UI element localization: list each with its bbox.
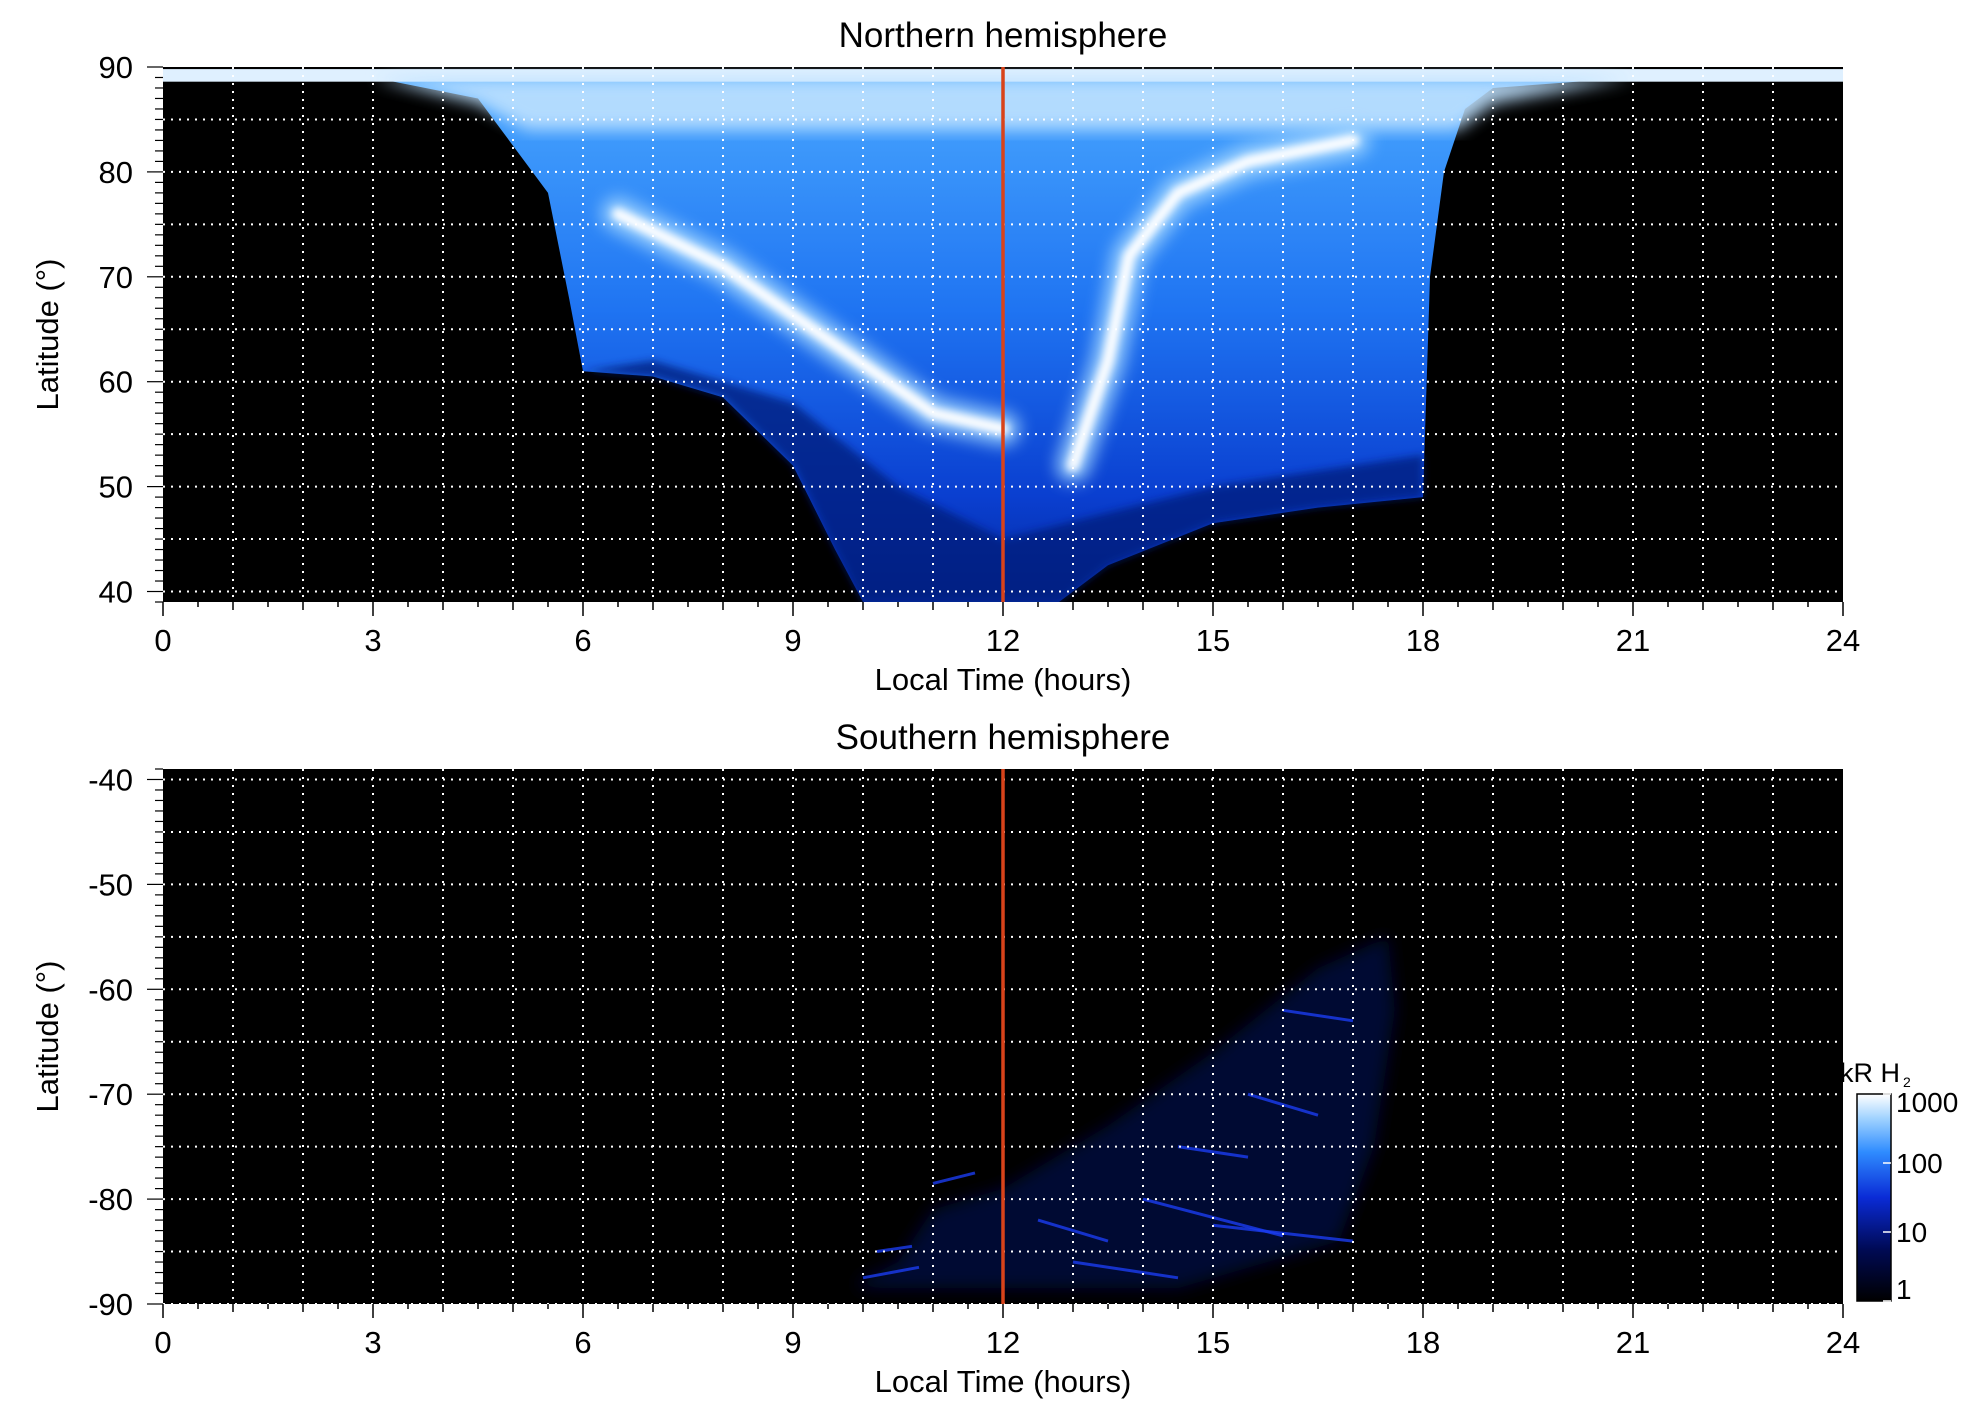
x-axis-label: Local Time (hours) [875,1364,1132,1399]
y-tick-label: -70 [88,1077,133,1112]
emission-streak [932,1171,976,1185]
y-tick-label: -60 [88,972,133,1007]
x-tick-label: 15 [1196,1325,1230,1360]
x-tick-label: 15 [1196,623,1230,658]
bright-feature-core [1067,134,1359,472]
chart-title: Northern hemisphere [839,16,1168,55]
y-tick-label: 40 [99,575,133,610]
emission-streak [1282,1008,1354,1023]
emission-streak [1072,1260,1179,1280]
y-tick-label: 60 [99,365,133,400]
x-tick-label: 6 [574,623,591,658]
x-tick-label: 24 [1826,623,1860,658]
y-tick-label: 70 [99,260,133,295]
axes: 0 3 6 9 12 15 18 21 24 -40 -50 -60 -70 -80 -90 [88,762,1860,1360]
x-tick-label: 21 [1616,1325,1650,1360]
y-tick-label: 50 [99,470,133,505]
x-tick-label: 6 [574,1325,591,1360]
northern-hemisphere-panel: 0 3 6 9 12 15 18 21 24 40 50 60 70 80 90 Northern hemis… [30,16,1860,697]
x-tick-label: 0 [154,623,171,658]
x-tick-label: 21 [1616,623,1650,658]
y-axis-label: Latitude (°) [30,259,65,411]
x-tick-label: 0 [154,1325,171,1360]
emission-streak [1247,1092,1319,1117]
emission-streak [1037,1218,1109,1243]
colorbar-label-subscript: 2 [1903,1074,1911,1090]
colorbar-tick-label: 10 [1896,1217,1927,1248]
x-tick-label: 9 [784,623,801,658]
southern-hemisphere-panel: 0 3 6 9 12 15 18 21 24 -40 -50 -60 -70 -80 -90 Southern… [30,718,1860,1399]
colorbar-tick-label: 100 [1896,1148,1943,1179]
y-tick-label: -90 [88,1287,133,1322]
colorbar-label: kR H [1840,1058,1900,1088]
axes: 0 3 6 9 12 15 18 21 24 40 50 60 70 80 90 [99,50,1861,658]
y-tick-label: 80 [99,155,133,190]
x-tick-label: 18 [1406,1325,1440,1360]
colorbar-gradient [1856,1093,1892,1302]
x-tick-label: 24 [1826,1325,1860,1360]
x-tick-label: 12 [986,623,1020,658]
x-tick-label: 3 [364,623,381,658]
colorbar-tick-label: 1 [1896,1274,1912,1305]
x-tick-label: 9 [784,1325,801,1360]
emission-streak [862,1265,920,1280]
emission-streak [876,1244,913,1253]
x-axis-label: Local Time (hours) [875,662,1132,697]
emission-streak [1177,1145,1249,1159]
y-tick-label: -40 [88,762,133,797]
x-tick-label: 18 [1406,623,1440,658]
y-tick-label: -50 [88,867,133,902]
y-axis-label: Latitude (°) [30,961,65,1113]
bright-feature-core [612,207,1009,435]
low-latitude-dim-region [583,360,1423,602]
x-tick-label: 12 [986,1325,1020,1360]
y-tick-label: 90 [99,50,133,85]
x-tick-label: 3 [364,1325,381,1360]
chart-title: Southern hemisphere [836,718,1171,757]
observed-region [856,936,1395,1289]
y-tick-label: -80 [88,1182,133,1217]
colorbar-tick-label: 1000 [1896,1087,1958,1118]
